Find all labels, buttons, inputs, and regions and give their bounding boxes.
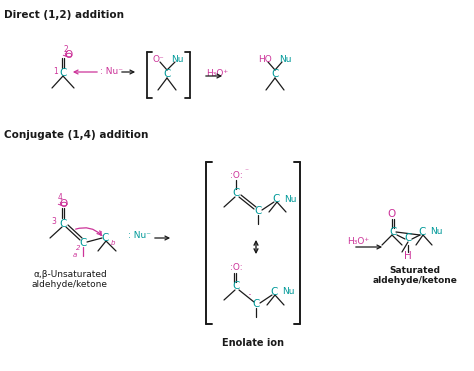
Text: C: C	[255, 206, 262, 216]
Text: O: O	[388, 209, 396, 219]
Text: b: b	[111, 240, 115, 246]
FancyArrowPatch shape	[76, 228, 101, 235]
Text: C: C	[389, 227, 397, 237]
Text: C: C	[272, 194, 280, 204]
Text: Direct (1,2) addition: Direct (1,2) addition	[4, 10, 124, 20]
Text: 4: 4	[58, 194, 63, 203]
Text: :O:: :O:	[230, 263, 242, 273]
Text: H: H	[404, 251, 412, 261]
Text: 1: 1	[98, 231, 102, 237]
Text: C: C	[59, 219, 67, 229]
Text: C: C	[101, 233, 109, 243]
Text: Nu: Nu	[282, 288, 294, 296]
Text: Nu: Nu	[430, 227, 442, 236]
Text: 1: 1	[54, 66, 58, 76]
Text: C: C	[232, 281, 240, 291]
Text: Nu: Nu	[284, 194, 296, 204]
Text: Nu: Nu	[171, 56, 183, 65]
Text: C: C	[79, 238, 87, 248]
Text: C: C	[164, 69, 171, 79]
Text: Enolate ion: Enolate ion	[222, 338, 284, 348]
Text: C: C	[59, 68, 67, 78]
Text: Saturated
aldehyde/ketone: Saturated aldehyde/ketone	[373, 266, 457, 285]
Text: : Nu⁻: : Nu⁻	[128, 232, 152, 240]
Text: O⁻: O⁻	[152, 56, 164, 65]
Text: 2: 2	[64, 46, 69, 55]
Text: C: C	[252, 299, 260, 309]
Text: O: O	[60, 199, 68, 209]
Text: HO: HO	[258, 56, 272, 65]
Text: H₃O⁺: H₃O⁺	[347, 237, 369, 246]
Text: O: O	[65, 50, 73, 60]
Text: α,β-Unsaturated
aldehyde/ketone: α,β-Unsaturated aldehyde/ketone	[32, 270, 108, 289]
Text: :Ȯ̇:: :Ȯ̇:	[229, 171, 242, 180]
Text: 2: 2	[76, 245, 80, 251]
Text: : Nu⁻: : Nu⁻	[100, 68, 124, 76]
Text: C: C	[419, 227, 426, 237]
Text: C: C	[404, 233, 412, 243]
Text: C: C	[232, 188, 240, 198]
Text: C: C	[271, 69, 279, 79]
Text: H₃O⁺: H₃O⁺	[206, 69, 228, 79]
Text: Nu: Nu	[279, 56, 291, 65]
Text: Conjugate (1,4) addition: Conjugate (1,4) addition	[4, 130, 148, 140]
Text: 3: 3	[52, 217, 56, 227]
Text: ⁻: ⁻	[244, 167, 248, 175]
Text: C: C	[270, 287, 278, 297]
Text: a: a	[73, 252, 77, 258]
